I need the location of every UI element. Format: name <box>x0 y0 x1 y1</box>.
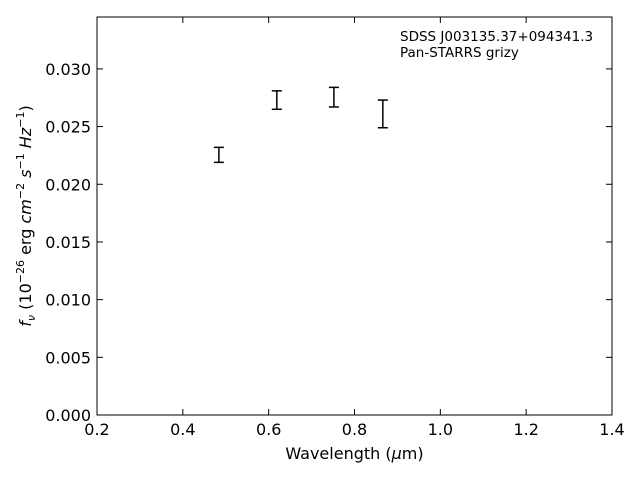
y-tick-label: 0.015 <box>45 233 91 252</box>
y-label-f: f <box>16 319 35 327</box>
y-tick-label: 0.000 <box>45 406 91 425</box>
error-bar <box>213 146 224 164</box>
error-bar <box>377 99 388 129</box>
y-label-exp3: −1 <box>14 153 27 169</box>
x-tick-label: 1.2 <box>513 420 538 439</box>
y-axis-label: fν (10−26 erg cm−2 s−1 Hz−1) <box>14 105 38 326</box>
annotation-object-name: SDSS J003135.37+094341.3 <box>400 29 593 45</box>
y-label-open: (10 <box>16 283 35 315</box>
x-tick-label: 0.8 <box>342 420 367 439</box>
x-axis-label: Wavelength (μm) <box>285 444 423 463</box>
y-tick-label: 0.025 <box>45 118 91 137</box>
y-tick-label: 0.030 <box>45 60 91 79</box>
y-tick-label: 0.020 <box>45 175 91 194</box>
x-tick-label: 0.2 <box>84 420 109 439</box>
y-label-close: ) <box>16 105 35 111</box>
y-label-exp4: −1 <box>14 112 27 128</box>
data-marks <box>213 86 388 164</box>
x-label-post: m) <box>402 444 424 463</box>
y-label-nu: ν <box>25 315 38 321</box>
x-label-mu: μ <box>391 444 402 463</box>
x-tick-label: 1.4 <box>599 420 624 439</box>
error-bar <box>271 90 282 111</box>
y-label-hz: Hz <box>16 127 35 153</box>
error-bar <box>328 86 339 108</box>
x-tick-label: 1.0 <box>428 420 453 439</box>
y-label-s: s <box>16 170 35 183</box>
axis-ticks: 0.2 0.4 0.6 0.8 1.0 1.2 1.4 0.000 0.005 0.010 0.01… <box>45 17 625 439</box>
y-label-exp2: −2 <box>14 183 27 199</box>
y-label-cm: cm <box>16 199 35 223</box>
y-label-exp1: −26 <box>14 260 27 283</box>
x-tick-label: 0.4 <box>170 420 195 439</box>
y-label-erg: erg <box>16 224 35 260</box>
y-tick-label: 0.010 <box>45 291 91 310</box>
y-tick-label: 0.005 <box>45 348 91 367</box>
annotation-survey-name: Pan-STARRS grizy <box>400 45 519 61</box>
x-label-pre: Wavelength ( <box>285 444 391 463</box>
x-tick-label: 0.6 <box>256 420 281 439</box>
plot-frame <box>96 16 613 416</box>
